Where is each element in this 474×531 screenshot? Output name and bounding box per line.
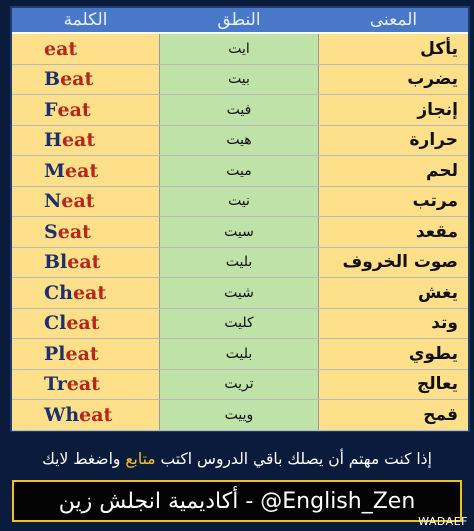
table-row: Ch eat شيت يغش: [12, 278, 468, 309]
word-eat-suffix: eat: [60, 68, 94, 91]
word-lead-letters: Bl: [44, 251, 68, 274]
word-cell: Wh eat: [12, 400, 159, 430]
header-pronunciation: النطق: [217, 10, 261, 30]
pronunciation-cell: تريت: [159, 369, 319, 399]
pronunciation-cell: ميت: [159, 156, 319, 186]
meaning-cell: يأكل: [319, 34, 468, 64]
pronunciation-cell: بليت: [159, 339, 319, 369]
watermark: WADAEF: [418, 515, 468, 528]
pronunciation-cell: سيت: [159, 217, 319, 247]
table-header: الكلمة النطق المعنى: [12, 8, 468, 32]
word-eat-suffix: eat: [67, 251, 101, 274]
pronunciation-cell: نيت: [159, 186, 319, 216]
brand-banner: أكاديمية انجلش زين - @English_Zen: [12, 480, 462, 522]
word-eat-suffix: eat: [61, 129, 96, 152]
word-eat-suffix: eat: [65, 342, 99, 365]
word-eat-suffix: eat: [57, 220, 91, 243]
table-row: Cl eat كليت وتد: [12, 308, 468, 339]
meaning-cell: يغش: [319, 278, 468, 308]
table-row: Pl eat بليت يطوي: [12, 339, 468, 370]
meaning-cell: يضرب: [319, 64, 468, 94]
pronunciation-cell: بيت: [159, 64, 319, 94]
header-meaning: المعنى: [369, 10, 418, 30]
pronunciation-cell: ايت: [159, 34, 319, 64]
word-lead-letters: N: [44, 190, 62, 213]
word-lead-letters: Wh: [44, 403, 80, 426]
word-eat-suffix: eat: [72, 281, 107, 304]
word-lead-letters: H: [44, 129, 62, 152]
word-cell: Tr eat: [12, 369, 159, 399]
cta-accent: متابع: [125, 450, 156, 468]
meaning-cell: قمح: [319, 400, 468, 430]
pronunciation-cell: هيت: [159, 125, 319, 155]
table-row: eat ايت يأكل: [12, 34, 468, 65]
word-cell: Bl eat: [12, 247, 159, 277]
meaning-cell: مرتب: [319, 186, 468, 216]
word-lead-letters: B: [44, 68, 61, 91]
call-to-action: إذا كنت مهتم أن يصلك باقي الدروس اكتب مت…: [0, 446, 474, 472]
meaning-cell: لحم: [319, 156, 468, 186]
word-eat-suffix: eat: [57, 98, 91, 121]
meaning-cell: صوت الخروف: [319, 247, 468, 277]
word-eat-suffix: eat: [66, 373, 100, 396]
header-word: الكلمة: [63, 10, 108, 30]
word-eat-suffix: eat: [79, 403, 113, 426]
word-lead-letters: M: [44, 159, 66, 182]
word-cell: Cl eat: [12, 308, 159, 338]
word-lead-letters: Ch: [44, 281, 73, 304]
table-row: Tr eat تريت يعالج: [12, 369, 468, 400]
meaning-cell: مقعد: [319, 217, 468, 247]
cta-text-after: واضغط لايك: [42, 450, 121, 468]
word-lead-letters: Cl: [44, 312, 67, 335]
word-cell: Ch eat: [12, 278, 159, 308]
word-eat-suffix: eat: [61, 190, 95, 213]
meaning-cell: وتد: [319, 308, 468, 338]
pronunciation-cell: فيت: [159, 95, 319, 125]
word-cell: Pl eat: [12, 339, 159, 369]
pronunciation-cell: كليت: [159, 308, 319, 338]
pronunciation-cell: بليت: [159, 247, 319, 277]
table-row: Bl eat بليت صوت الخروف: [12, 247, 468, 278]
word-lead-letters: S: [44, 220, 58, 243]
word-lead-letters: F: [44, 98, 58, 121]
meaning-cell: حرارة: [319, 125, 468, 155]
word-eat-suffix: eat: [44, 37, 78, 60]
pronunciation-cell: وييت: [159, 400, 319, 430]
word-lead-letters: Pl: [44, 342, 66, 365]
word-cell: eat: [12, 34, 159, 64]
word-eat-suffix: eat: [66, 312, 100, 335]
cta-text-before: إذا كنت مهتم أن يصلك باقي الدروس اكتب: [160, 450, 432, 468]
table-row: Wh eat وييت قمح: [12, 400, 468, 431]
word-lead-letters: Tr: [44, 373, 67, 396]
pronunciation-cell: شيت: [159, 278, 319, 308]
meaning-cell: يعالج: [319, 369, 468, 399]
meaning-cell: يطوي: [319, 339, 468, 369]
meaning-cell: إنجاز: [319, 95, 468, 125]
word-eat-suffix: eat: [65, 159, 99, 182]
